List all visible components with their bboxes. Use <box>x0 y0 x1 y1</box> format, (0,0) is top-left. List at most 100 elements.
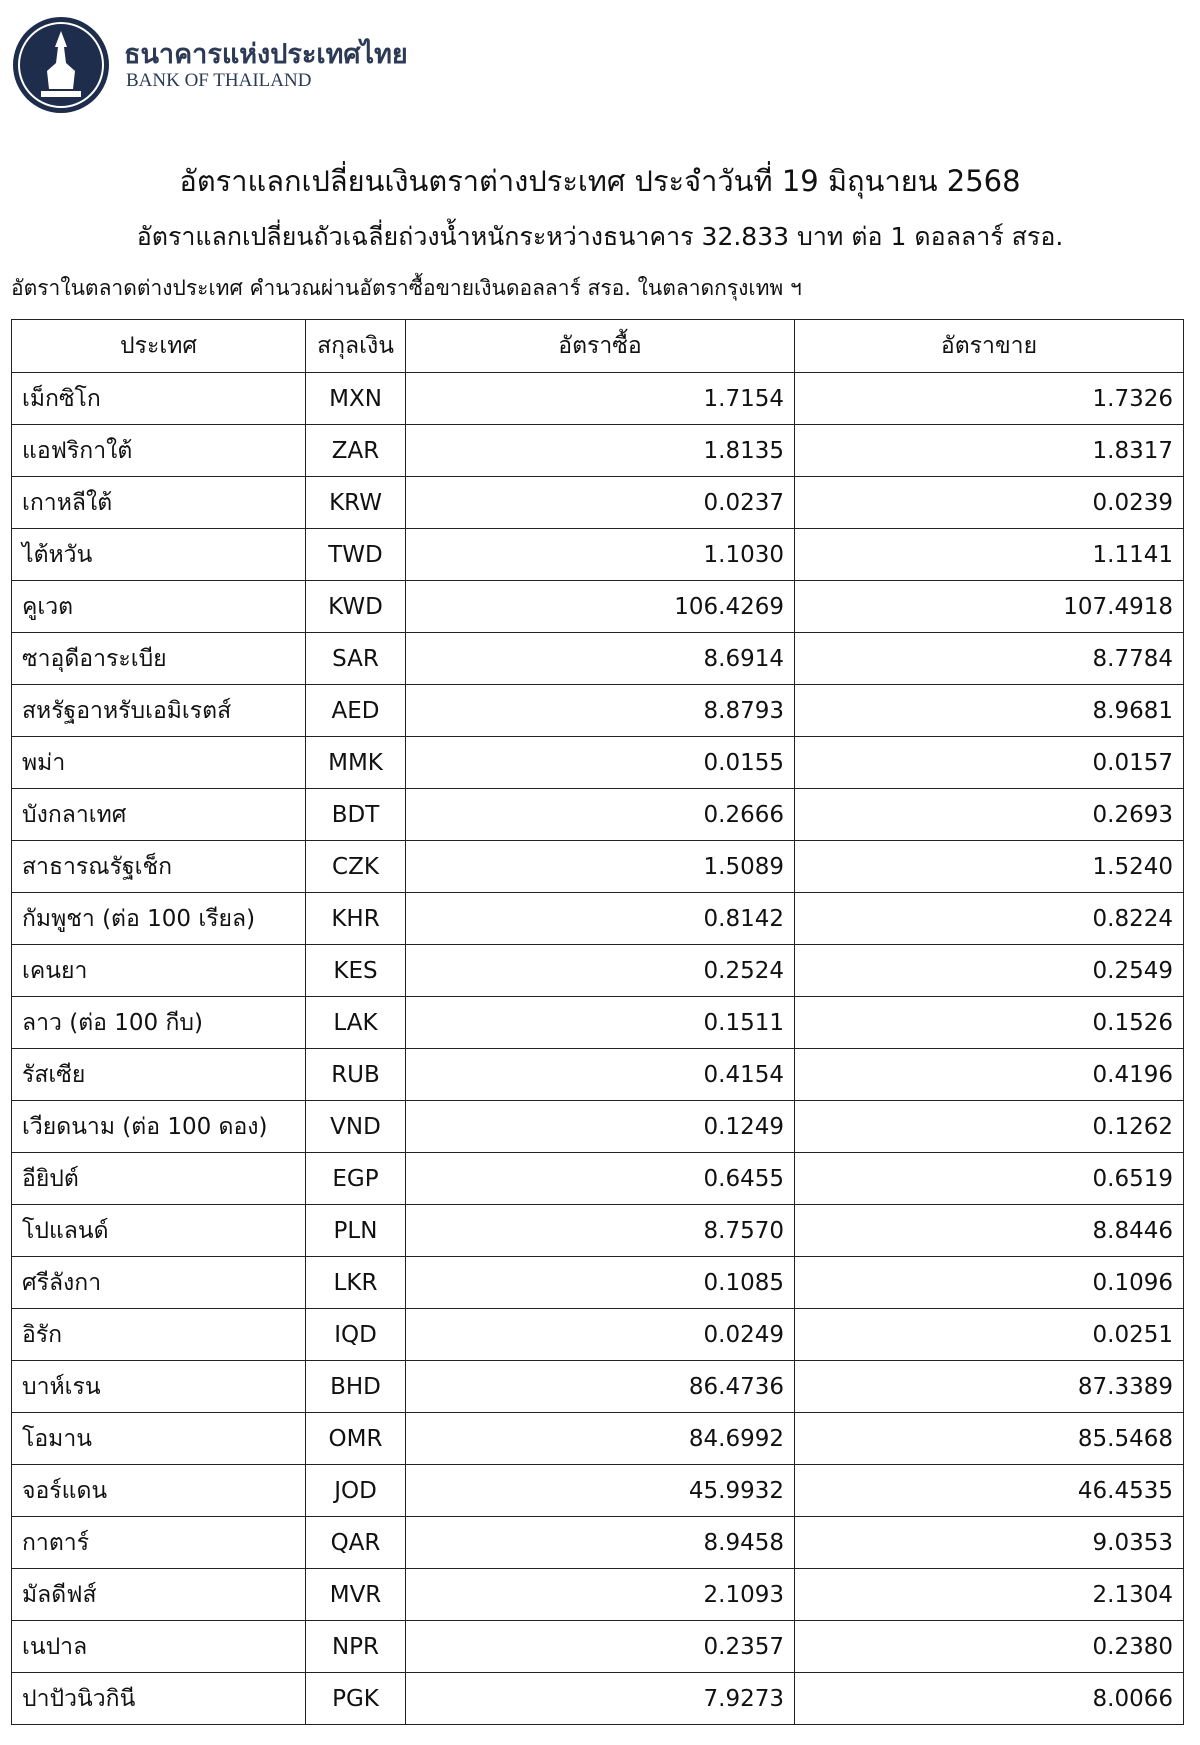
buy-rate-cell: 2.1093 <box>405 1568 795 1621</box>
buy-rate-cell: 86.4736 <box>405 1360 795 1413</box>
currency-cell: AED <box>305 684 406 737</box>
currency-cell: NPR <box>305 1620 406 1673</box>
buy-rate-cell: 7.9273 <box>405 1672 795 1725</box>
buy-rate-cell: 8.9458 <box>405 1516 795 1569</box>
title: อัตราแลกเปลี่ยนเงินตราต่างประเทศ ประจำวั… <box>179 164 1021 198</box>
currency-cell: MMK <box>305 736 406 789</box>
table-row: ปาปัวนิวกินี PGK 7.9273 8.0066 <box>11 1672 1184 1725</box>
buy-rate-cell: 0.8142 <box>405 892 795 945</box>
currency-cell: BDT <box>305 788 406 841</box>
table-row: เวียดนาม (ต่อ 100 ดอง) VND 0.1249 0.1262 <box>11 1100 1184 1153</box>
currency-cell: KRW <box>305 476 406 529</box>
currency-cell: OMR <box>305 1412 406 1465</box>
country-cell: เกาหลีใต้ <box>11 476 306 529</box>
sell-rate-cell: 1.1141 <box>794 528 1184 581</box>
column-header: ประเทศ <box>11 319 306 373</box>
sell-rate-cell: 0.1096 <box>794 1256 1184 1309</box>
currency-cell: KES <box>305 944 406 997</box>
buy-rate-cell: 0.2357 <box>405 1620 795 1673</box>
currency-cell: ZAR <box>305 424 406 477</box>
currency-cell: EGP <box>305 1152 406 1205</box>
sell-rate-cell: 9.0353 <box>794 1516 1184 1569</box>
buy-rate-cell: 0.0237 <box>405 476 795 529</box>
country-cell: พม่า <box>11 736 306 789</box>
table-row: แอฟริกาใต้ ZAR 1.8135 1.8317 <box>11 424 1184 477</box>
country-cell: มัลดีฟส์ <box>11 1568 306 1621</box>
table-row: โอมาน OMR 84.6992 85.5468 <box>11 1412 1184 1465</box>
table-row: รัสเซีย RUB 0.4154 0.4196 <box>11 1048 1184 1101</box>
currency-cell: VND <box>305 1100 406 1153</box>
sell-rate-cell: 107.4918 <box>794 580 1184 633</box>
column-header: สกุลเงิน <box>305 319 406 373</box>
table-row: อิรัก IQD 0.0249 0.0251 <box>11 1308 1184 1361</box>
table-row: ลาว (ต่อ 100 กีบ) LAK 0.1511 0.1526 <box>11 996 1184 1049</box>
currency-cell: MVR <box>305 1568 406 1621</box>
table-row: มัลดีฟส์ MVR 2.1093 2.1304 <box>11 1568 1184 1621</box>
buy-rate-cell: 1.5089 <box>405 840 795 893</box>
currency-cell: IQD <box>305 1308 406 1361</box>
sell-rate-cell: 8.0066 <box>794 1672 1184 1725</box>
sell-rate-cell: 8.9681 <box>794 684 1184 737</box>
subtitle: อัตราแลกเปลี่ยนถัวเฉลี่ยถ่วงน้ำหนักระหว่… <box>136 222 1064 251</box>
country-cell: โอมาน <box>11 1412 306 1465</box>
country-cell: แอฟริกาใต้ <box>11 424 306 477</box>
table-row: อียิปต์ EGP 0.6455 0.6519 <box>11 1152 1184 1205</box>
header-row: ประเทศ สกุลเงิน อัตราซื้อ อัตราขาย <box>11 319 1184 373</box>
country-cell: บังกลาเทศ <box>11 788 306 841</box>
buy-rate-cell: 8.8793 <box>405 684 795 737</box>
country-cell: เคนยา <box>11 944 306 997</box>
buy-rate-cell: 1.7154 <box>405 372 795 425</box>
sell-rate-cell: 0.8224 <box>794 892 1184 945</box>
logo <box>13 17 109 113</box>
buy-rate-cell: 0.6455 <box>405 1152 795 1205</box>
country-cell: ปาปัวนิวกินี <box>11 1672 306 1725</box>
country-cell: กัมพูชา (ต่อ 100 เรียล) <box>11 892 306 945</box>
table-row: เม็กซิโก MXN 1.7154 1.7326 <box>11 372 1184 425</box>
currency-cell: SAR <box>305 632 406 685</box>
currency-cell: MXN <box>305 372 406 425</box>
table-row: บาห์เรน BHD 86.4736 87.3389 <box>11 1360 1184 1413</box>
country-cell: อียิปต์ <box>11 1152 306 1205</box>
table-row: เนปาล NPR 0.2357 0.2380 <box>11 1620 1184 1673</box>
country-cell: บาห์เรน <box>11 1360 306 1413</box>
sell-rate-cell: 0.4196 <box>794 1048 1184 1101</box>
sell-rate-cell: 1.7326 <box>794 372 1184 425</box>
buy-rate-cell: 8.7570 <box>405 1204 795 1257</box>
country-cell: รัสเซีย <box>11 1048 306 1101</box>
country-cell: กาตาร์ <box>11 1516 306 1569</box>
table-row: คูเวต KWD 106.4269 107.4918 <box>11 580 1184 633</box>
country-cell: สหรัฐอาหรับเอมิเรตส์ <box>11 684 306 737</box>
currency-cell: LKR <box>305 1256 406 1309</box>
sell-rate-cell: 8.7784 <box>794 632 1184 685</box>
sell-rate-cell: 0.1262 <box>794 1100 1184 1153</box>
country-cell: เม็กซิโก <box>11 372 306 425</box>
table-row: กัมพูชา (ต่อ 100 เรียล) KHR 0.8142 0.8224 <box>11 892 1184 945</box>
column-header: อัตราซื้อ <box>405 319 795 373</box>
currency-cell: QAR <box>305 1516 406 1569</box>
sell-rate-cell: 0.6519 <box>794 1152 1184 1205</box>
sell-rate-cell: 85.5468 <box>794 1412 1184 1465</box>
sell-rate-cell: 87.3389 <box>794 1360 1184 1413</box>
table-row: กาตาร์ QAR 8.9458 9.0353 <box>11 1516 1184 1569</box>
country-cell: เวียดนาม (ต่อ 100 ดอง) <box>11 1100 306 1153</box>
sell-rate-cell: 1.8317 <box>794 424 1184 477</box>
currency-cell: JOD <box>305 1464 406 1517</box>
buy-rate-cell: 0.0155 <box>405 736 795 789</box>
buy-rate-cell: 106.4269 <box>405 580 795 633</box>
table-row: พม่า MMK 0.0155 0.0157 <box>11 736 1184 789</box>
country-cell: คูเวต <box>11 580 306 633</box>
table-row: สาธารณรัฐเช็ก CZK 1.5089 1.5240 <box>11 840 1184 893</box>
currency-cell: PGK <box>305 1672 406 1725</box>
note: อัตราในตลาดต่างประเทศ คำนวณผ่านอัตราซื้อ… <box>11 276 802 300</box>
country-cell: ซาอุดีอาระเบีย <box>11 632 306 685</box>
buy-rate-cell: 1.1030 <box>405 528 795 581</box>
table-row: เคนยา KES 0.2524 0.2549 <box>11 944 1184 997</box>
buy-rate-cell: 45.9932 <box>405 1464 795 1517</box>
table-body: เม็กซิโก MXN 1.7154 1.7326 แอฟริกาใต้ ZAR 1.81… <box>11 372 1184 1725</box>
currency-cell: CZK <box>305 840 406 893</box>
currency-cell: PLN <box>305 1204 406 1257</box>
buy-rate-cell: 0.2666 <box>405 788 795 841</box>
table-row: บังกลาเทศ BDT 0.2666 0.2693 <box>11 788 1184 841</box>
buy-rate-cell: 0.1511 <box>405 996 795 1049</box>
